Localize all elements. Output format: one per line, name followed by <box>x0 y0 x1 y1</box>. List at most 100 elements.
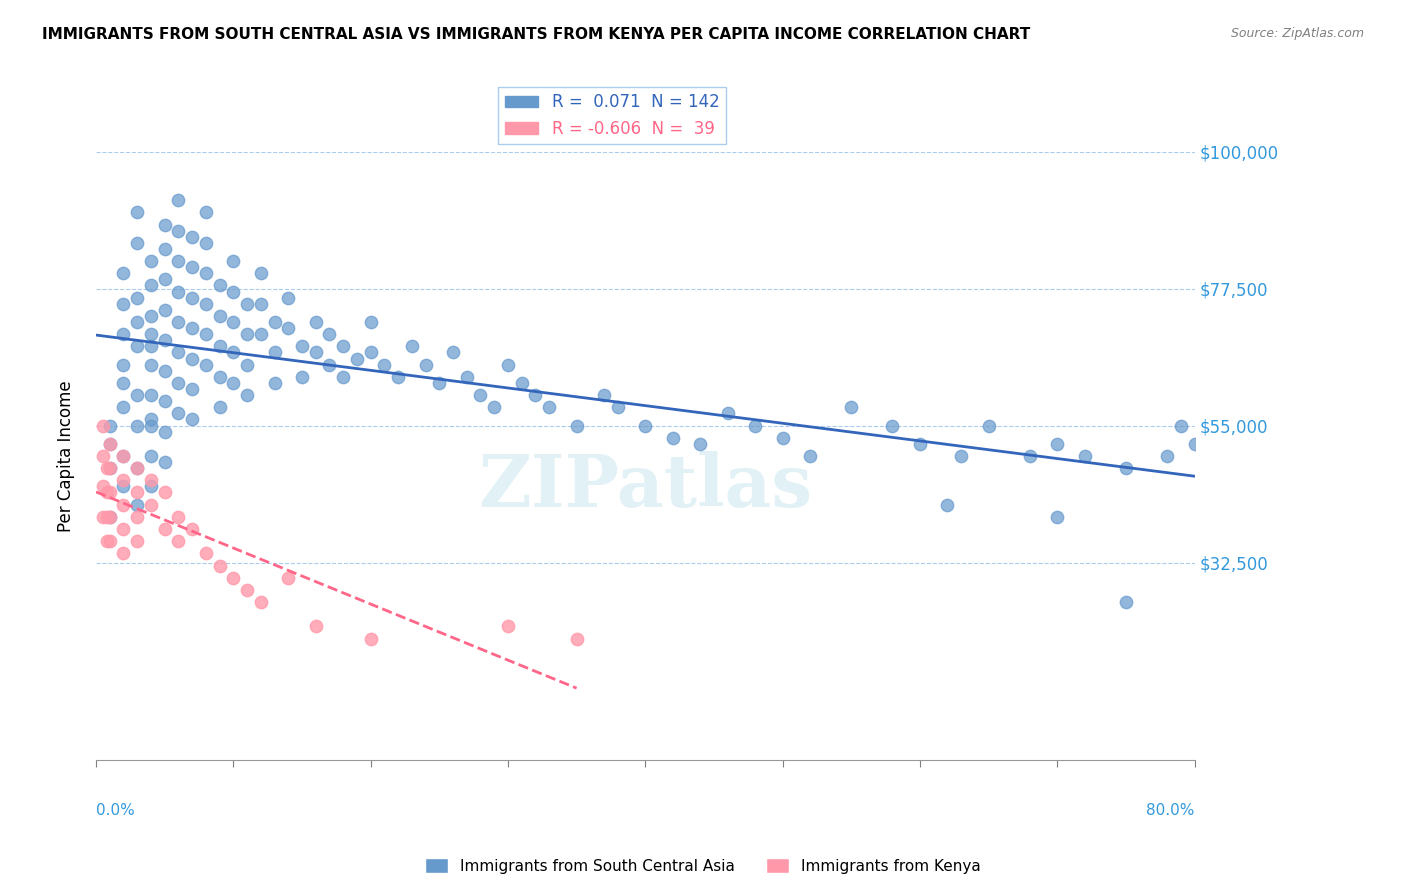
Point <box>98 437 121 451</box>
Point <box>96 534 118 549</box>
Point <box>1018 449 1040 463</box>
Text: IMMIGRANTS FROM SOUTH CENTRAL ASIA VS IMMIGRANTS FROM KENYA PER CAPITA INCOME CO: IMMIGRANTS FROM SOUTH CENTRAL ASIA VS IM… <box>42 27 1031 42</box>
Point <box>415 358 437 372</box>
Point <box>360 632 382 646</box>
Point <box>277 571 299 585</box>
Point <box>127 509 149 524</box>
Point <box>112 449 135 463</box>
Point <box>167 345 190 359</box>
Point <box>181 412 204 426</box>
Point <box>236 358 259 372</box>
Point <box>249 327 271 342</box>
Point <box>98 509 121 524</box>
Point <box>153 364 176 378</box>
Point <box>208 339 231 353</box>
Point <box>98 534 121 549</box>
Point <box>98 461 121 475</box>
Y-axis label: Per Capita Income: Per Capita Income <box>58 380 75 532</box>
Point <box>139 309 162 323</box>
Point <box>305 345 328 359</box>
Point <box>717 406 740 420</box>
Point <box>153 485 176 500</box>
Point <box>222 345 245 359</box>
Point <box>127 315 149 329</box>
Point <box>153 394 176 409</box>
Point <box>153 455 176 469</box>
Point <box>153 425 176 439</box>
Point <box>139 449 162 463</box>
Point <box>427 376 450 390</box>
Point <box>181 522 204 536</box>
Point <box>167 285 190 299</box>
Point <box>139 473 162 487</box>
Point <box>153 302 176 317</box>
Point <box>222 376 245 390</box>
Point <box>950 449 973 463</box>
Point <box>236 388 259 402</box>
Point <box>263 345 285 359</box>
Point <box>249 266 271 280</box>
Point <box>360 345 382 359</box>
Point <box>127 485 149 500</box>
Point <box>98 418 121 433</box>
Point <box>222 254 245 268</box>
Point <box>1170 418 1192 433</box>
Point <box>167 224 190 238</box>
Point <box>139 412 162 426</box>
Point <box>1184 437 1206 451</box>
Point <box>139 254 162 268</box>
Point <box>208 558 231 573</box>
Point <box>1115 595 1137 609</box>
Point <box>565 418 588 433</box>
Point <box>222 571 245 585</box>
Point <box>91 509 114 524</box>
Point <box>496 619 519 633</box>
Point <box>112 376 135 390</box>
Point <box>194 297 217 311</box>
Point <box>277 321 299 335</box>
Point <box>318 358 340 372</box>
Point <box>263 376 285 390</box>
Point <box>98 485 121 500</box>
Point <box>496 358 519 372</box>
Point <box>96 485 118 500</box>
Point <box>689 437 711 451</box>
Point <box>139 418 162 433</box>
Point <box>1046 437 1069 451</box>
Point <box>181 351 204 366</box>
Point <box>167 315 190 329</box>
Point <box>799 449 821 463</box>
Point <box>772 431 794 445</box>
Point <box>181 229 204 244</box>
Point <box>661 431 683 445</box>
Point <box>112 327 135 342</box>
Point <box>112 546 135 560</box>
Point <box>249 297 271 311</box>
Point <box>127 461 149 475</box>
Point <box>208 309 231 323</box>
Point <box>1046 509 1069 524</box>
Point <box>194 266 217 280</box>
Point <box>194 327 217 342</box>
Point <box>127 205 149 219</box>
Point <box>456 369 478 384</box>
Point <box>194 358 217 372</box>
Point <box>167 509 190 524</box>
Point <box>263 315 285 329</box>
Point <box>91 479 114 493</box>
Point <box>112 479 135 493</box>
Point <box>387 369 409 384</box>
Point <box>470 388 492 402</box>
Point <box>208 278 231 293</box>
Point <box>318 327 340 342</box>
Point <box>167 534 190 549</box>
Point <box>332 339 354 353</box>
Point <box>305 315 328 329</box>
Point <box>1073 449 1095 463</box>
Point <box>181 321 204 335</box>
Point <box>194 235 217 250</box>
Point <box>112 297 135 311</box>
Point <box>153 272 176 286</box>
Point <box>208 369 231 384</box>
Point <box>139 339 162 353</box>
